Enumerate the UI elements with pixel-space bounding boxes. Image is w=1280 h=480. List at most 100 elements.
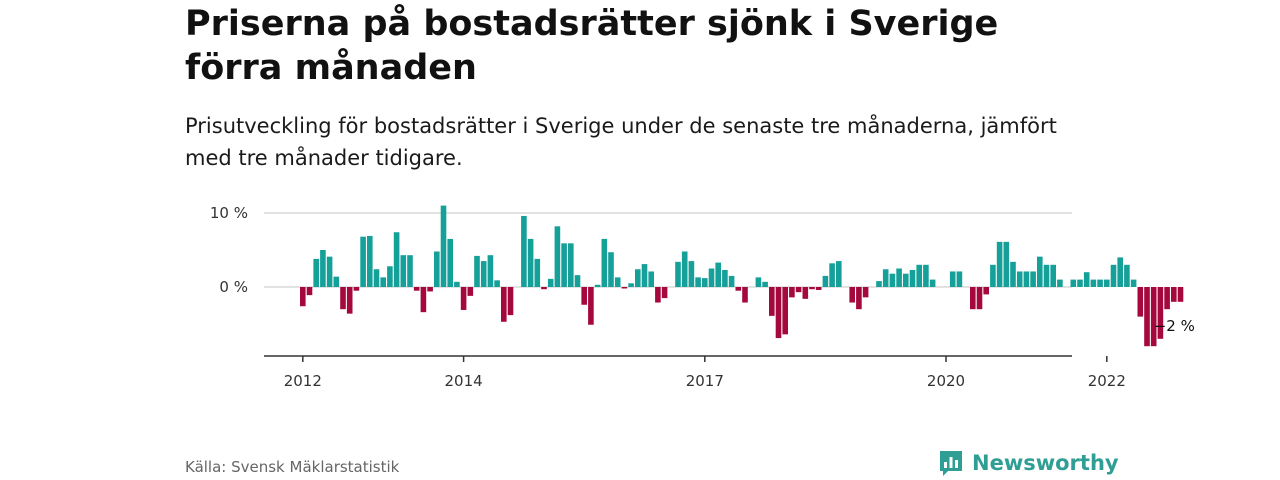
- bar: [641, 264, 648, 287]
- chart-title: Priserna på bostadsrätter sjönk i Sverig…: [185, 4, 999, 88]
- bar: [715, 262, 721, 287]
- bar: [990, 264, 996, 287]
- bar: [581, 287, 587, 305]
- bar: [400, 255, 407, 287]
- bar: [1117, 257, 1123, 287]
- bar: [427, 287, 433, 292]
- bar: [608, 252, 614, 287]
- bar: [896, 268, 902, 287]
- bar: [1144, 287, 1150, 347]
- x-tick-label: 2012: [284, 372, 322, 390]
- bar: [728, 275, 735, 287]
- x-tick-label: 2017: [686, 372, 724, 390]
- bar: [702, 278, 708, 287]
- bar: [1037, 256, 1043, 287]
- bar: [507, 287, 514, 316]
- bar: [809, 287, 815, 290]
- y-tick-label: 10 %: [210, 204, 248, 222]
- bar: [353, 287, 360, 291]
- bar: [494, 280, 500, 287]
- bar: [447, 238, 453, 287]
- bar: [373, 269, 380, 287]
- bar: [387, 266, 393, 287]
- bar: [1050, 264, 1056, 287]
- bar: [621, 287, 628, 289]
- bar: [849, 287, 855, 303]
- bar: [407, 255, 413, 287]
- bar: [735, 287, 742, 291]
- bar: [440, 205, 447, 287]
- bar: [815, 287, 822, 290]
- bar: [588, 287, 594, 325]
- bar: [313, 258, 319, 287]
- bar: [561, 243, 567, 287]
- bar: [1171, 287, 1177, 302]
- bar: [1104, 279, 1110, 287]
- bar: [454, 281, 460, 287]
- bar: [996, 241, 1003, 287]
- bar: [970, 287, 976, 310]
- bar: [775, 287, 782, 339]
- source-note: Källa: Svensk Mäklarstatistik: [185, 458, 400, 476]
- bar: [1177, 287, 1184, 302]
- bar: [568, 243, 574, 287]
- bar: [829, 263, 835, 287]
- bar: [333, 276, 340, 287]
- bar: [688, 261, 695, 287]
- bar: [1016, 271, 1023, 287]
- x-tick-label: 2020: [927, 372, 965, 390]
- bar: [393, 232, 400, 287]
- bar-chart: 10 % 0 % 2012 2014 2017 2020 2022 −2 %: [210, 204, 1195, 390]
- bar: [1130, 279, 1137, 287]
- y-tick-label: 0 %: [219, 278, 248, 296]
- bar: [487, 255, 494, 287]
- bar: [501, 287, 507, 322]
- bar: [380, 277, 386, 287]
- bar: [695, 277, 701, 287]
- bar: [782, 287, 788, 335]
- bar: [460, 287, 467, 310]
- bar: [1043, 264, 1050, 287]
- bar: [655, 287, 661, 303]
- bar: [340, 287, 346, 310]
- bar: [755, 277, 762, 287]
- x-tick-label: 2014: [445, 372, 483, 390]
- bar: [480, 261, 487, 287]
- bar: [1030, 271, 1036, 287]
- bar: [594, 284, 601, 287]
- bar: [574, 275, 581, 287]
- bar: [862, 287, 869, 298]
- bar: [547, 278, 554, 287]
- bar: [521, 215, 527, 287]
- bar: [1164, 287, 1170, 310]
- bar: [360, 236, 366, 287]
- bar: [661, 287, 668, 299]
- bar: [1150, 287, 1157, 347]
- bar: [1010, 261, 1016, 287]
- bar: [802, 287, 809, 299]
- bar: [420, 287, 427, 313]
- bar: [1097, 279, 1103, 287]
- bar: [635, 269, 641, 287]
- bar: [929, 279, 936, 287]
- brand-logo: Newsworthy: [938, 448, 1119, 478]
- x-axis: 2012 2014 2017 2020 2022: [264, 355, 1126, 390]
- brand-name: Newsworthy: [972, 451, 1119, 475]
- bar: [527, 238, 534, 287]
- bar: [628, 283, 634, 287]
- bar: [762, 281, 768, 287]
- bar: [534, 258, 541, 287]
- bars: [300, 205, 1184, 347]
- bar: [541, 287, 547, 290]
- bar: [326, 256, 333, 287]
- bar: [722, 269, 728, 287]
- latest-value-label: −2 %: [1154, 317, 1195, 335]
- bar: [836, 261, 842, 287]
- bar: [889, 273, 896, 287]
- bar: [856, 287, 862, 310]
- bar: [474, 255, 480, 287]
- bar: [742, 287, 748, 303]
- bar: [367, 235, 373, 287]
- bar: [306, 287, 313, 296]
- bar: [769, 287, 775, 316]
